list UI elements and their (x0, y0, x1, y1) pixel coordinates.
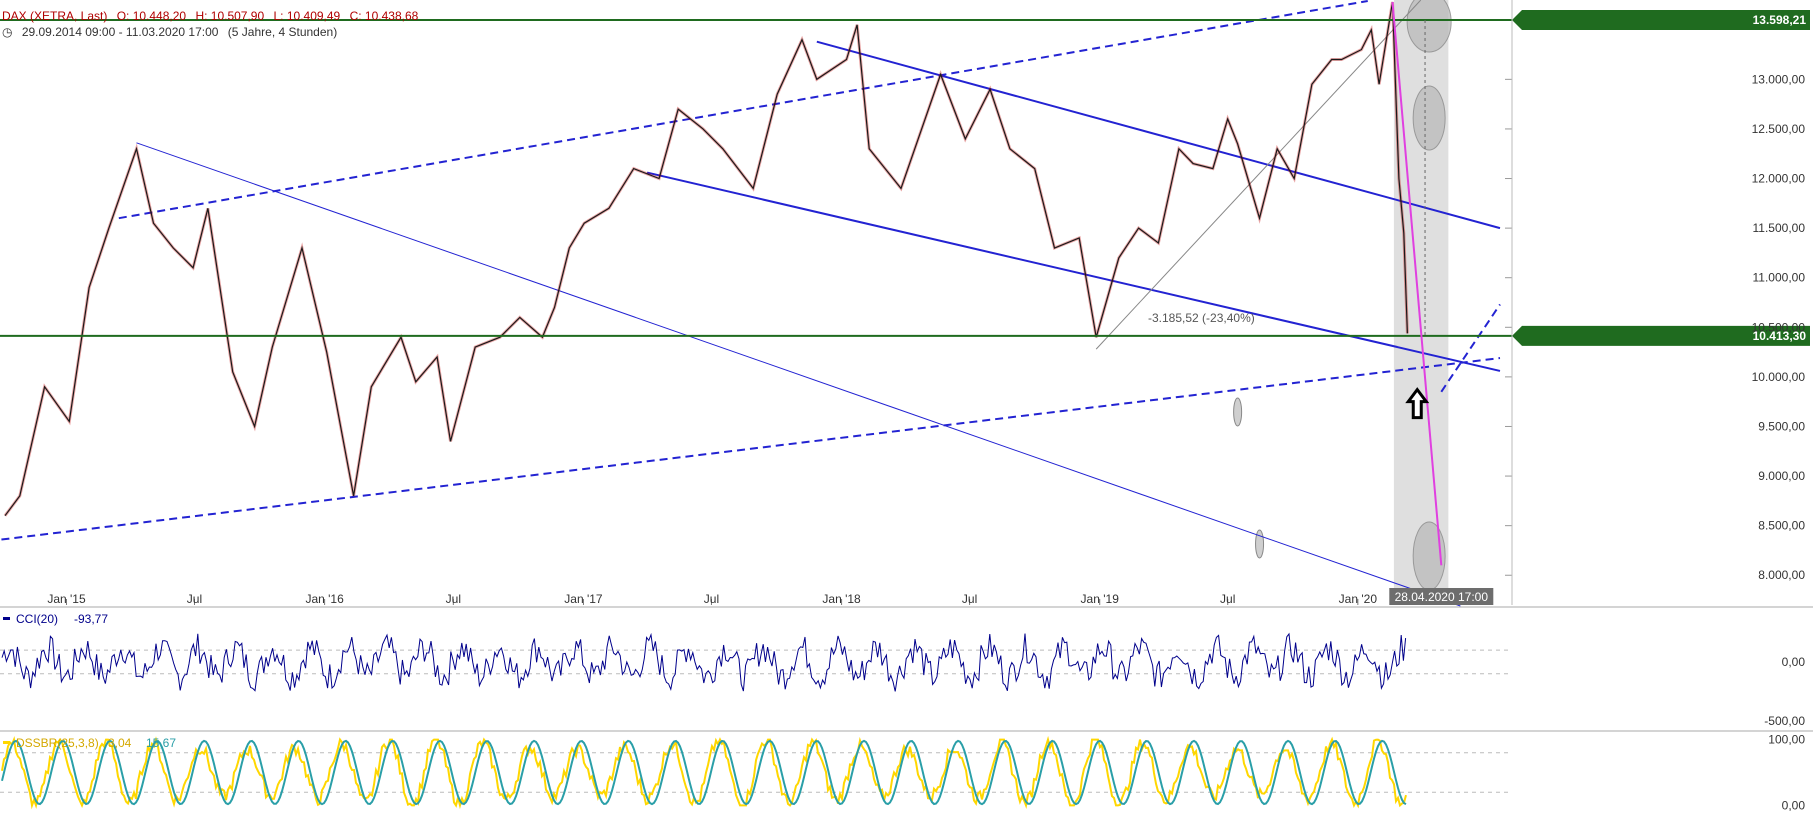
cci-y-label: 0,00 (1782, 655, 1806, 669)
dss-y-label: 100,00 (1768, 733, 1805, 747)
marker-ellipse (1406, 0, 1452, 53)
period-label: (5 Jahre, 4 Stunden) (227, 25, 338, 39)
dss-legend-icon (3, 741, 10, 744)
marker-ellipse (1233, 397, 1243, 427)
price-line (4, 1, 1408, 517)
chart-title: DAX (XETRA, Last) (2, 9, 108, 23)
x-tick-label: Jul (704, 592, 719, 606)
x-tick-label: Jul (187, 592, 202, 606)
cci-legend-icon (3, 617, 10, 620)
y-tick-label: 13.000,00 (1752, 72, 1806, 86)
dss-panel: 100,00 0,00 DSSBR(25,3,8) 3,04 15,67 (0, 733, 1806, 812)
x-tick-label: Jan '18 (822, 592, 861, 606)
x-tick-label: Jul (962, 592, 977, 606)
high-value: H: 10.507,90 (195, 9, 265, 23)
range-header: ◷ 29.09.2014 09:00 - 11.03.2020 17:00 (5… (2, 25, 343, 39)
trendline-dashed-upper (118, 0, 1368, 220)
crosshair-box (1389, 588, 1494, 605)
dss-y-label: 0,00 (1782, 798, 1806, 812)
marker-ellipse (1412, 85, 1446, 151)
y-tick-label: 12.500,00 (1752, 122, 1806, 136)
close-value: C: 10.438,68 (349, 9, 419, 23)
cci-y-label: -500,00 (1764, 714, 1805, 728)
x-tick-label: Jul (446, 592, 461, 606)
clock-icon: ◷ (2, 25, 13, 39)
cci-title: CCI(20) (16, 612, 58, 626)
annotations: -3.185,52 (-23,40%) 28.04.2020 17:00 (1148, 1, 1494, 605)
low-value: L: 10.409,49 (273, 9, 341, 23)
y-tick-label: 9.500,00 (1758, 419, 1805, 433)
trendlines (1, 0, 1501, 607)
level-label: 10.413,30 (1753, 329, 1807, 343)
level-label: 13.598,21 (1753, 13, 1807, 27)
open-value: O: 10.448,20 (116, 9, 187, 23)
marker-ellipse (1255, 529, 1265, 559)
level-tag (1512, 325, 1810, 346)
trendline-grey (1095, 0, 1422, 350)
dss-value-2: 15,67 (146, 736, 176, 750)
cci-panel: 0,00 -500,00 CCI(20) -93,77 (0, 612, 1813, 732)
y-tick-label: 11.000,00 (1753, 271, 1806, 285)
x-tick-label: Jul (1220, 592, 1235, 606)
dss-fast-line (1, 735, 1407, 810)
level-tag (1512, 10, 1810, 31)
trendline-lower-channel (646, 171, 1501, 372)
measure-label: -3.185,52 (-23,40%) (1148, 311, 1255, 325)
dss-value-1: 3,04 (108, 736, 132, 750)
highlight-band (1233, 0, 1452, 605)
y-tick-label: 10.500,00 (1752, 320, 1806, 334)
x-tick-label: Jan '15 (47, 592, 86, 606)
y-tick-label: 8.500,00 (1758, 519, 1805, 533)
price-series (3, 1, 1409, 517)
x-tick-label: Jan '19 (1081, 592, 1120, 606)
trendline-long-down (136, 142, 1461, 607)
y-tick-label: 9.000,00 (1758, 469, 1805, 483)
trendline-dashed-short (1440, 303, 1501, 393)
y-tick-label: 12.000,00 (1752, 172, 1806, 186)
y-tick-label: 10.000,00 (1752, 370, 1806, 384)
cci-line (1, 632, 1407, 692)
price-header: DAX (XETRA, Last) O: 10.448,20 H: 10.507… (2, 9, 424, 23)
y-tick-label: 8.000,00 (1758, 568, 1805, 582)
date-range: 29.09.2014 09:00 - 11.03.2020 17:00 (21, 25, 219, 39)
cci-value: -93,77 (74, 612, 108, 626)
up-arrow-icon (1405, 387, 1430, 420)
trendline-upper-channel (816, 40, 1501, 230)
x-tick-label: Jan '17 (564, 592, 603, 606)
dss-slow-line (1, 739, 1407, 806)
crosshair-label: 28.04.2020 17:00 (1395, 590, 1489, 604)
forecast-line (1391, 1, 1443, 566)
x-tick-label: Jan '20 (1339, 592, 1378, 606)
y-axis: 8.000,00 8.500,00 9.000,00 9.500,00 10.000,0… (1505, 0, 1805, 605)
dss-title: DSSBR(25,3,8) (16, 736, 99, 750)
horizontal-levels: 13.598,21 10.413,30 (0, 10, 1810, 346)
y-tick-label: 11.500,00 (1753, 221, 1806, 235)
x-tick-label: Jan '16 (305, 592, 344, 606)
x-axis: Jan '15 Jul Jan '16 Jul Jan '17 Jul Jan '18 Jul… (0, 592, 1813, 608)
trendline-dashed-lower (1, 357, 1501, 541)
